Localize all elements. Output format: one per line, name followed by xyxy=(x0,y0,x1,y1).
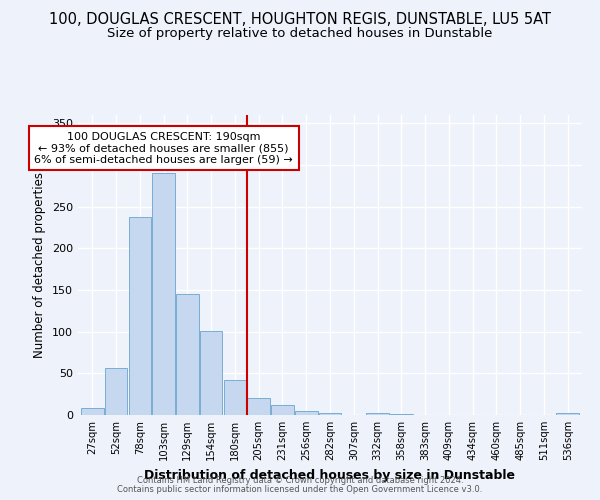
Bar xyxy=(271,405,294,415)
X-axis label: Distribution of detached houses by size in Dunstable: Distribution of detached houses by size … xyxy=(145,468,515,481)
Bar xyxy=(556,414,579,415)
Text: 100, DOUGLAS CRESCENT, HOUGHTON REGIS, DUNSTABLE, LU5 5AT: 100, DOUGLAS CRESCENT, HOUGHTON REGIS, D… xyxy=(49,12,551,28)
Text: 100 DOUGLAS CRESCENT: 190sqm
← 93% of detached houses are smaller (855)
6% of se: 100 DOUGLAS CRESCENT: 190sqm ← 93% of de… xyxy=(34,132,293,165)
Text: Size of property relative to detached houses in Dunstable: Size of property relative to detached ho… xyxy=(107,28,493,40)
Bar xyxy=(128,216,151,415)
Bar xyxy=(247,398,270,415)
Text: Contains HM Land Registry data © Crown copyright and database right 2024.: Contains HM Land Registry data © Crown c… xyxy=(137,476,463,485)
Bar xyxy=(366,412,389,415)
Bar xyxy=(176,294,199,415)
Bar xyxy=(152,174,175,415)
Bar xyxy=(295,411,317,415)
Bar xyxy=(200,331,223,415)
Bar xyxy=(224,380,246,415)
Text: Contains public sector information licensed under the Open Government Licence v3: Contains public sector information licen… xyxy=(118,485,482,494)
Bar xyxy=(81,408,104,415)
Bar xyxy=(319,414,341,415)
Y-axis label: Number of detached properties: Number of detached properties xyxy=(34,172,46,358)
Bar xyxy=(105,368,127,415)
Bar xyxy=(390,414,413,415)
